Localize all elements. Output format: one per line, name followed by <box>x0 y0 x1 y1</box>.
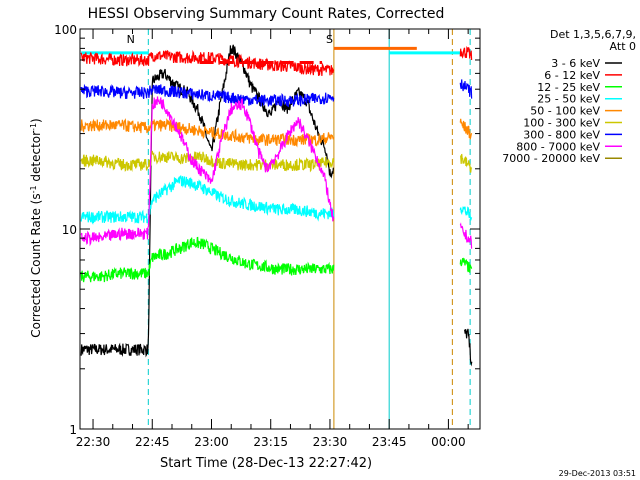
y-tick-label-0: 1 <box>69 423 77 437</box>
y-tick-label-1: 10 <box>62 223 77 237</box>
series-line-7-part-1 <box>459 222 473 249</box>
flag-label-0: S <box>326 33 333 46</box>
series-line-4-part-0 <box>80 118 335 148</box>
x-tick-label-0: 22:30 <box>76 435 111 449</box>
legend-label-7: 800 - 7000 keV <box>516 140 600 153</box>
legend-label-4: 50 - 100 keV <box>530 105 600 118</box>
x-tick-label-2: 23:00 <box>194 435 229 449</box>
series-line-1-part-0 <box>80 49 335 76</box>
legend-label-6: 300 - 800 keV <box>523 128 600 141</box>
series-line-7-part-0 <box>80 96 335 247</box>
x-tick-label-1: 22:45 <box>135 435 170 449</box>
plot-frame <box>79 28 481 430</box>
legend-label-5: 100 - 300 keV <box>523 117 600 130</box>
y-tick-label-2: 100 <box>54 23 77 37</box>
x-tick-label-4: 23:30 <box>313 435 348 449</box>
series-line-3-part-0 <box>80 175 335 225</box>
series-line-2-part-0 <box>80 236 335 283</box>
series-line-4-part-1 <box>459 118 473 140</box>
x-tick-label-3: 23:15 <box>253 435 288 449</box>
timestamp: 29-Dec-2013 03:51 <box>559 469 636 478</box>
legend-label-2: 12 - 25 keV <box>537 81 600 94</box>
series-line-0-part-0 <box>80 44 334 358</box>
legend-label-8: 7000 - 20000 keV <box>502 152 600 165</box>
series-line-6-part-1 <box>459 79 473 99</box>
legend-label-1: 6 - 12 keV <box>544 69 600 82</box>
legend-label-0: 3 - 6 keV <box>551 57 600 70</box>
x-tick-label-6: 00:00 <box>431 435 466 449</box>
x-axis-label: Start Time (28-Dec-13 22:27:42) <box>160 456 372 471</box>
y-axis-label: Corrected Count Rate (s-1 detector-1) <box>29 118 43 337</box>
series-line-1-part-1 <box>459 45 473 61</box>
series-line-2-part-1 <box>459 257 473 273</box>
series-line-3-part-1 <box>459 206 473 221</box>
series-line-5-part-1 <box>460 153 473 173</box>
series-line-0-part-1 <box>463 328 473 367</box>
legend-label-3: 25 - 50 keV <box>537 93 600 106</box>
flag-label-1: N <box>127 33 135 46</box>
legend-header-1: Det 1,3,5,6,7,9, <box>550 28 636 41</box>
chart-title: HESSI Observing Summary Count Rates, Cor… <box>88 6 445 22</box>
x-tick-label-5: 23:45 <box>372 435 407 449</box>
series-line-6-part-0 <box>80 83 335 108</box>
series-line-5-part-0 <box>80 150 335 173</box>
legend-header-2: Att 0 <box>610 40 636 53</box>
